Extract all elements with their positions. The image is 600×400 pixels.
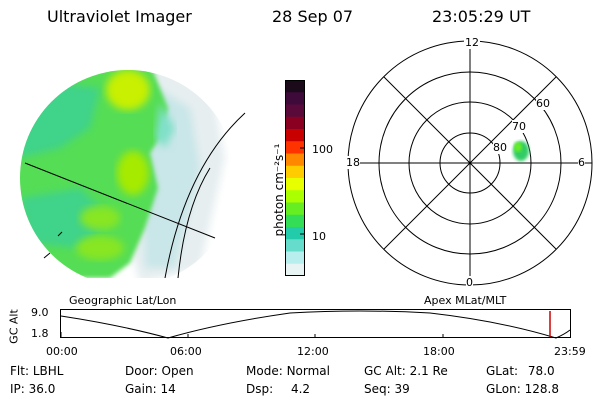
flt-info: Flt: LBHL [10,364,63,378]
geographic-label: Geographic Lat/Lon [69,294,177,307]
dsp-info: Dsp: 4.2 [246,382,310,396]
gc-alt-axis-label: GC Alt [7,309,21,344]
polar-plot [347,40,593,286]
colorbar [285,80,305,276]
mlt-label-18: 18 [346,156,360,169]
mode-info: Mode: Normal [246,364,330,378]
colorbar-segment [285,190,305,203]
colorbar-segment [285,202,305,216]
colorbar-label: photon cm⁻²s⁻¹ [272,143,286,237]
seq-info: Seq: 39 [364,382,410,396]
door-value: Open [161,364,194,378]
time-tick-2359: 23:59 [554,345,586,358]
colorbar-segment [285,251,305,265]
colorbar-segment [285,263,305,276]
mlat-label-80: 80 [493,141,507,154]
gain-label: Gain: [125,382,157,396]
uv-image-panel [20,70,246,278]
mlat-label-70: 70 [512,120,526,133]
colorbar-segment [285,239,305,252]
glon-value: 128.8 [524,382,559,396]
date-label: 28 Sep 07 [272,7,354,26]
glat-label: GLat: [486,364,519,378]
apex-label: Apex MLat/MLT [424,294,507,307]
glon-info: GLon: 128.8 [486,382,559,396]
colorbar-segment [285,178,305,191]
geo-grid-arc-inner [177,167,211,278]
gcalt-label: GC Alt: [364,364,406,378]
colorbar-tick-100: 100 [312,143,333,156]
colorbar-segment [285,214,305,228]
app-title: Ultraviolet Imager [47,7,192,26]
colorbar-segment [285,92,305,105]
gc-alt-ytick-bottom: 1.8 [31,327,49,340]
ip-value: 36.0 [28,382,56,396]
uv-emission-field [20,70,236,278]
colorbar-segment [285,80,305,93]
glat-value: 78.0 [527,364,555,378]
mlat-label-60: 60 [536,97,550,110]
gcalt-info: GC Alt: 2.1 Re [364,364,448,378]
time-tick-0600: 06:00 [170,345,202,358]
seq-value: 39 [394,382,410,396]
colorbar-segment [285,227,305,240]
colorbar-tick-10: 10 [312,230,326,243]
mlt-label-6: 6 [578,156,585,169]
gc-alt-curve [60,310,571,339]
geo-grid-arc-outer [164,112,246,278]
colorbar-segment [285,129,305,142]
seq-label: Seq: [364,382,391,396]
time-tick-1800: 18:00 [423,345,455,358]
mode-value: Normal [286,364,330,378]
gain-value: 14 [160,382,176,396]
gcalt-value: 2.1 Re [409,364,448,378]
time-label: 23:05:29 UT [432,7,531,26]
dsp-label: Dsp: [246,382,274,396]
glat-info: GLat: 78.0 [486,364,555,378]
ip-label: IP: [10,382,25,396]
colorbar-segment [285,116,305,130]
colorbar-segment [285,104,305,118]
colorbar-segment [285,165,305,179]
glon-label: GLon: [486,382,521,396]
flt-label: Flt: [10,364,29,378]
geo-grid-line [24,162,216,239]
door-info: Door: Open [125,364,194,378]
flt-value: LBHL [32,364,64,378]
mode-label: Mode: [246,364,283,378]
mlt-label-0: 0 [466,276,473,289]
colorbar-border [285,80,305,276]
colorbar-segment [285,153,305,167]
ip-info: IP: 36.0 [10,382,55,396]
gain-info: Gain: 14 [125,382,176,396]
time-tick-1200: 12:00 [297,345,329,358]
dsp-value: 4.2 [290,382,311,396]
time-tick-0000: 00:00 [46,345,78,358]
mlt-label-12: 12 [464,36,480,49]
colorbar-segment [285,141,305,154]
door-label: Door: [125,364,158,378]
gc-alt-plot [60,309,571,339]
gc-alt-ytick-top: 9.0 [31,306,49,319]
